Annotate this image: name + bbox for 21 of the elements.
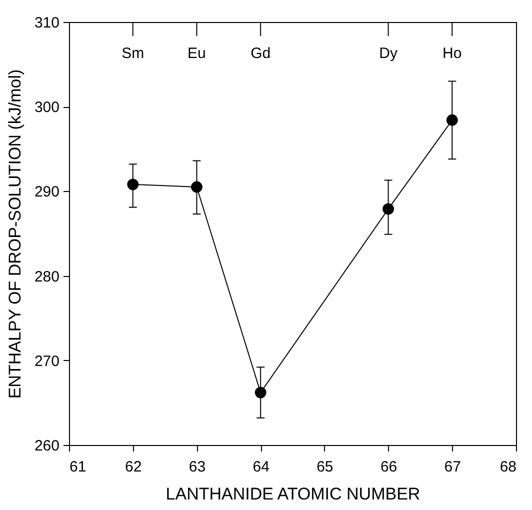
- annotation: Gd: [250, 45, 271, 62]
- y-tick-label: 270: [34, 352, 60, 370]
- x-axis-title: LANTHANIDE ATOMIC NUMBER: [166, 484, 420, 504]
- annotation: Ho: [442, 45, 462, 62]
- x-tick-label: 67: [444, 458, 461, 476]
- x-tick-label: 63: [188, 458, 206, 476]
- y-axis-title: ENTHALPY OF DROP-SOLUTION (kJ/mol): [5, 69, 24, 399]
- y-tick-label: 310: [34, 14, 60, 32]
- x-tick-label: 62: [125, 458, 142, 476]
- x-tick-label: 66: [380, 458, 398, 476]
- x-tick-label: 65: [316, 458, 334, 476]
- annotation: Dy: [379, 45, 398, 62]
- y-tick-label: 300: [34, 99, 60, 116]
- y-tick-label: 260: [34, 438, 60, 454]
- y-tick-label: 280: [34, 268, 60, 286]
- annotation: Eu: [188, 45, 206, 62]
- y-tick-label: 290: [34, 184, 60, 201]
- annotation: Sm: [122, 45, 144, 62]
- x-tick-label: 61: [70, 458, 86, 476]
- x-tick-label: 68: [500, 458, 516, 476]
- x-tick-label: 64: [252, 458, 270, 476]
